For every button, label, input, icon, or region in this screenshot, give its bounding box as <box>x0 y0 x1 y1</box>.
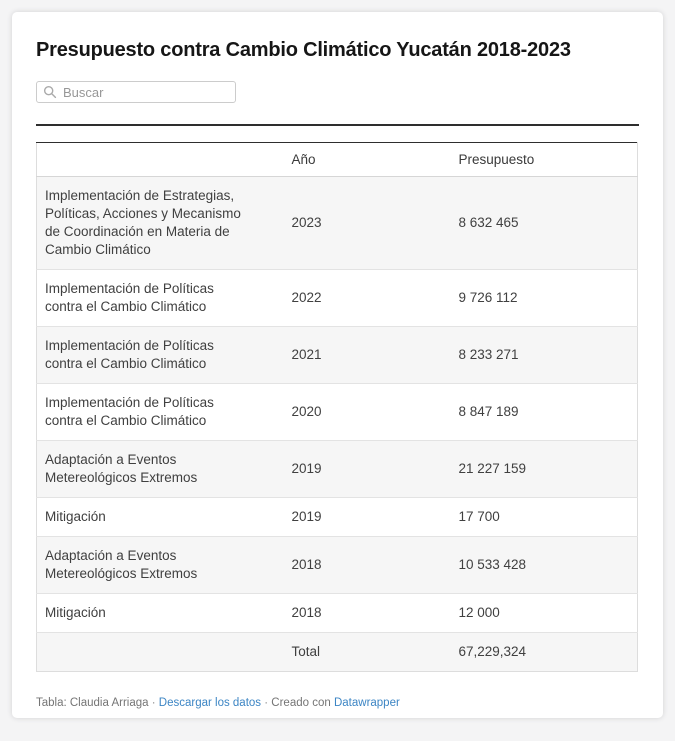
divider-rule <box>36 124 639 126</box>
footer-separator: · <box>264 696 269 709</box>
cell-year: 2020 <box>283 382 451 440</box>
cell-year: 2021 <box>283 325 451 383</box>
cell-program: Adaptación a Eventos Metereológicos Extr… <box>36 439 284 497</box>
cell-year: 2022 <box>283 268 451 326</box>
cell-year: 2019 <box>283 439 451 497</box>
header-row: Año Presupuesto <box>36 142 638 177</box>
page-title: Presupuesto contra Cambio Climático Yuca… <box>36 39 571 61</box>
cell-program: Mitigación <box>36 592 284 632</box>
footer-created-with: Creado con <box>271 696 331 709</box>
cell-year: 2023 <box>291 214 322 230</box>
cell-budget: 17 700 <box>450 496 638 536</box>
table-header: Año Presupuesto <box>36 142 638 177</box>
cell-program: Implementación de Políticas contra el Ca… <box>36 382 284 440</box>
cell-year: 2019 <box>283 496 451 536</box>
chart-card: Presupuesto contra Cambio Climático Yuca… <box>12 12 663 718</box>
footer: Tabla: Claudia Arriaga · Descargar los d… <box>36 697 639 709</box>
total-value: 67,229,324 <box>450 631 638 671</box>
download-data-link[interactable]: Descargar los datos <box>158 696 262 709</box>
table-row: Adaptación a Eventos Metereológicos Extr… <box>36 535 638 593</box>
cell-budget: 10 533 428 <box>450 535 638 593</box>
cell-budget: 12 000 <box>450 592 638 632</box>
cell-budget: 21 227 159 <box>450 439 638 497</box>
cell-program: Adaptación a Eventos Metereológicos Extr… <box>36 535 284 593</box>
cell-program: Implementación de Políticas contra el Ca… <box>36 268 284 326</box>
total-label: Total <box>283 631 451 671</box>
column-header-year[interactable]: Año <box>283 142 451 177</box>
column-header-program[interactable] <box>36 142 284 177</box>
cell-budget: 8 233 271 <box>450 325 638 383</box>
cell-budget: 8 632 465 <box>458 214 519 230</box>
table-row: Implementación de Políticas contra el Ca… <box>36 268 638 326</box>
table-row: Mitigación 2019 17 700 <box>36 496 638 536</box>
table-row: Implementación de Políticas contra el Ca… <box>36 382 638 440</box>
cell-year: 2018 <box>283 535 451 593</box>
footer-credit: Tabla: Claudia Arriaga <box>36 696 149 709</box>
datawrapper-link[interactable]: Datawrapper <box>333 696 400 709</box>
footer-separator: · <box>151 696 156 709</box>
cell-year: 2018 <box>283 592 451 632</box>
table-row: Implementación de Políticas contra el Ca… <box>36 325 638 383</box>
cell-budget: 9 726 112 <box>450 268 638 326</box>
table-row: Mitigación 2018 12 000 <box>36 592 638 632</box>
search-input[interactable] <box>36 81 236 103</box>
search-box <box>36 81 236 103</box>
column-header-budget[interactable]: Presupuesto <box>450 142 638 177</box>
table-row: Adaptación a Eventos Metereológicos Extr… <box>36 439 638 497</box>
cell-budget: 8 847 189 <box>450 382 638 440</box>
budget-table: Año Presupuesto Implementación de Estrat… <box>36 141 638 672</box>
cell-program-empty <box>36 631 284 671</box>
cell-program: Mitigación <box>36 496 284 536</box>
total-row: Total 67,229,324 <box>36 631 638 671</box>
table-row: Implementación de Estrategias, Políticas… <box>36 176 638 269</box>
cell-program: Implementación de Políticas contra el Ca… <box>36 325 284 383</box>
cell-program: Implementación de Estrategias, Políticas… <box>45 187 241 257</box>
